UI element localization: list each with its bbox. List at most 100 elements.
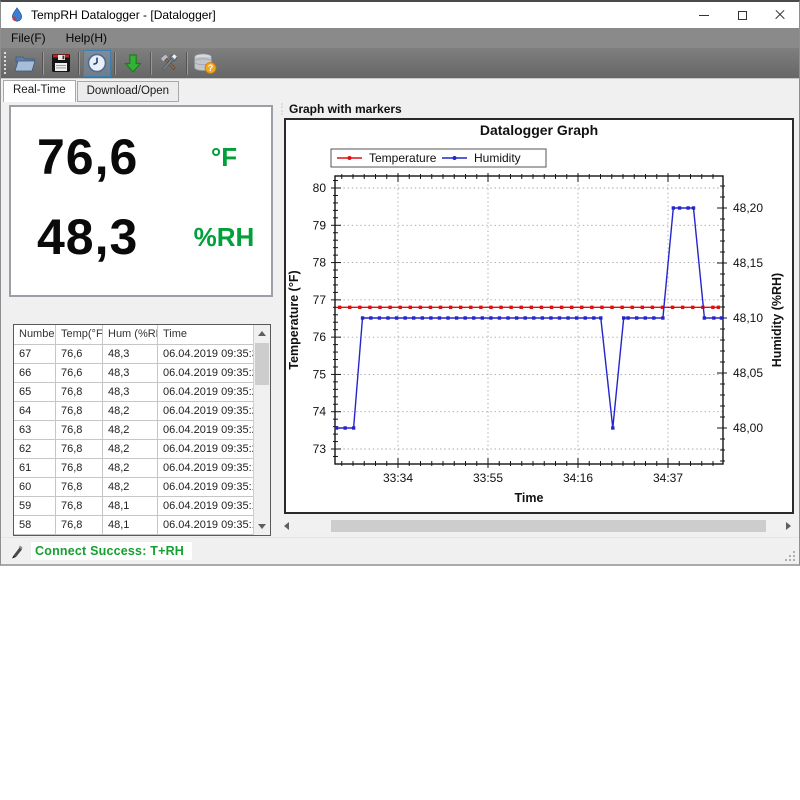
table-cell: 76,8	[56, 516, 103, 535]
caption-buttons	[685, 2, 799, 28]
svg-text:48,15: 48,15	[733, 256, 763, 270]
table-cell: 76,6	[56, 364, 103, 383]
svg-text:33:34: 33:34	[383, 471, 413, 485]
svg-text:74: 74	[313, 405, 327, 419]
table-cell: 06.04.2019 09:35:31	[158, 345, 253, 364]
humidity-value: 48,3	[37, 209, 139, 265]
table-cell: 60	[14, 478, 56, 497]
maximize-button[interactable]	[723, 2, 761, 28]
table-cell: 76,8	[56, 421, 103, 440]
svg-text:75: 75	[313, 367, 327, 381]
table-cell: 48,3	[103, 383, 158, 402]
table-cell: 48,2	[103, 402, 158, 421]
scroll-up-button[interactable]	[254, 325, 270, 342]
scroll-down-button[interactable]	[254, 518, 270, 535]
realtime-clock-button[interactable]	[83, 49, 111, 77]
download-arrow-icon	[124, 54, 142, 73]
table-cell: 48,1	[103, 497, 158, 516]
minimize-icon	[699, 14, 709, 16]
graph-panel-grip[interactable]	[281, 102, 283, 115]
svg-text:78: 78	[313, 256, 327, 270]
table-cell: 61	[14, 459, 56, 478]
maximize-icon	[737, 10, 747, 20]
table-cell: 64	[14, 402, 56, 421]
table-cell: 62	[14, 440, 56, 459]
column-header[interactable]: Number	[14, 325, 56, 345]
table-cell: 58	[14, 516, 56, 535]
table-cell: 48,1	[103, 516, 158, 535]
menu-help[interactable]: Help(H)	[65, 31, 108, 45]
table-cell: 06.04.2019 09:35:23	[158, 421, 253, 440]
app-icon	[9, 7, 25, 23]
svg-text:77: 77	[313, 293, 327, 307]
svg-text:73: 73	[313, 442, 327, 456]
svg-text:33:55: 33:55	[473, 471, 503, 485]
column-header[interactable]: Time	[158, 325, 253, 345]
database-question-icon: ?	[194, 53, 217, 74]
close-button[interactable]	[761, 2, 799, 28]
arrow-up-icon	[258, 331, 266, 336]
column-header[interactable]: Hum (%RH)	[103, 325, 158, 345]
table-vertical-scrollbar[interactable]	[253, 325, 270, 535]
open-file-button[interactable]	[11, 50, 39, 77]
live-readout-panel: 76,6 °F 48,3 %RH	[9, 105, 273, 297]
download-button[interactable]	[119, 50, 147, 77]
datalog-help-button[interactable]: ?	[191, 50, 219, 77]
status-bar: Connect Success: T+RH	[1, 537, 799, 564]
column-header[interactable]: Temp(°F)	[56, 325, 103, 345]
table-cell: 76,6	[56, 345, 103, 364]
table-cell: 06.04.2019 09:35:29	[158, 364, 253, 383]
scrollbar-thumb[interactable]	[255, 343, 269, 385]
toolbar-separator	[42, 51, 44, 75]
temperature-unit: °F	[210, 141, 238, 172]
scroll-left-button[interactable]	[279, 519, 294, 533]
svg-text:79: 79	[313, 218, 327, 232]
menu-bar: File(F) Help(H)	[1, 28, 799, 48]
svg-text:80: 80	[313, 181, 327, 195]
table-cell: 76,8	[56, 478, 103, 497]
status-message: Connect Success: T+RH	[31, 542, 193, 560]
table-cell: 06.04.2019 09:35:18	[158, 459, 253, 478]
save-floppy-icon	[52, 54, 70, 72]
tab-strip: Real-Time Download/Open	[3, 80, 180, 102]
arrow-right-icon	[786, 522, 791, 530]
table-cell: 06.04.2019 09:35:25	[158, 402, 253, 421]
table-cell: 48,3	[103, 364, 158, 383]
connection-pen-icon	[9, 543, 25, 559]
svg-text:Datalogger Graph: Datalogger Graph	[480, 122, 598, 138]
svg-text:Humidity (%RH): Humidity (%RH)	[770, 273, 784, 367]
scroll-right-button[interactable]	[781, 519, 796, 533]
tab-download-open[interactable]: Download/Open	[76, 81, 180, 102]
table-cell: 76,8	[56, 497, 103, 516]
table-cell: 76,8	[56, 402, 103, 421]
table-cell: 76,8	[56, 440, 103, 459]
table-cell: 06.04.2019 09:35:21	[158, 440, 253, 459]
toolbar: ?	[1, 48, 799, 79]
save-button[interactable]	[47, 50, 75, 77]
app-window: TempRH Datalogger - [Datalogger] File(F)…	[0, 0, 800, 566]
settings-tools-button[interactable]	[155, 50, 183, 77]
tab-real-time[interactable]: Real-Time	[3, 80, 76, 102]
clock-icon	[87, 53, 107, 73]
resize-grip-icon[interactable]	[784, 549, 796, 561]
minimize-button[interactable]	[685, 2, 723, 28]
h-scrollbar-thumb[interactable]	[331, 520, 766, 532]
menu-file[interactable]: File(F)	[11, 31, 46, 45]
chart-horizontal-scrollbar[interactable]	[279, 519, 796, 533]
toolbar-grip[interactable]	[4, 52, 6, 74]
table-cell: 48,3	[103, 345, 158, 364]
arrow-down-icon	[258, 524, 266, 529]
table-cell: 48,2	[103, 459, 158, 478]
